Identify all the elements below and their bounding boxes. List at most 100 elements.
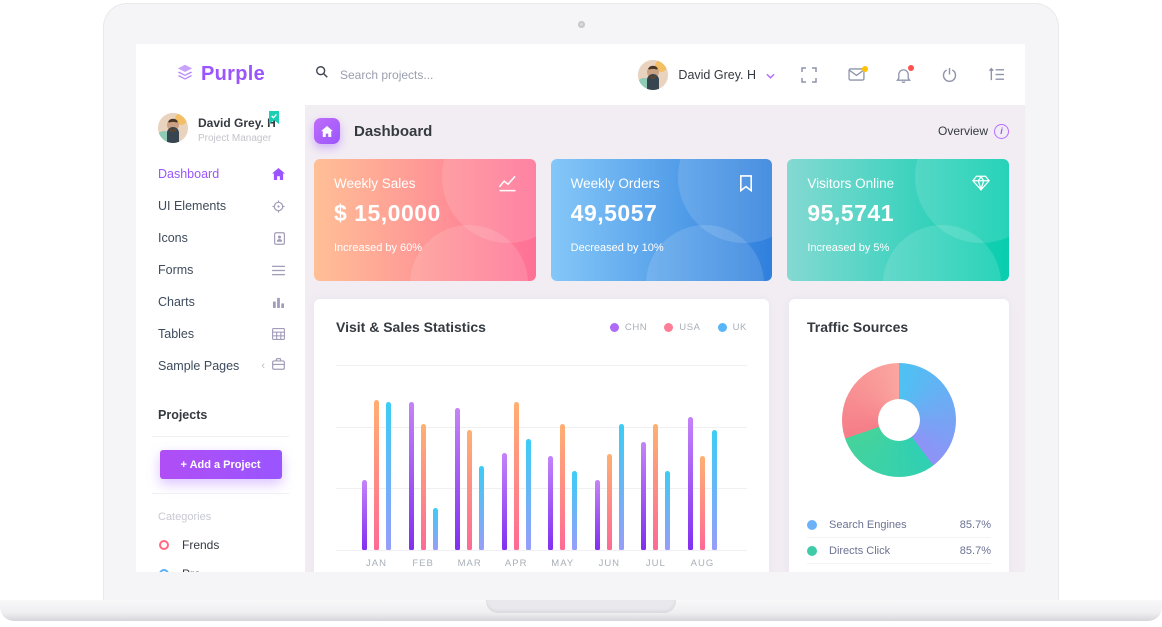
bell-notification-dot [908,64,914,71]
categories-section-label: Categories [158,511,212,523]
top-navbar: Purple [136,44,1025,105]
mail-notification-dot [862,66,868,72]
bar-chn-may [548,455,554,550]
sidebar-profile[interactable]: David Grey. H Project Manager [136,105,305,144]
card-weekly-sales[interactable]: Weekly Sales $ 15,0000 Increased by 60% [314,159,536,281]
chart-line-icon [498,175,517,197]
bar-uk-jun [618,424,624,550]
bar-groups: JAN FEB MAR APR MAY JUN JUL AUG [362,365,717,569]
bar-chart-plot: JAN FEB MAR APR MAY JUN JUL AUG [336,365,747,569]
donut-chart [842,363,956,477]
diamond-icon [972,175,990,196]
x-axis-label: FEB [412,558,434,569]
legend-dot [609,322,619,332]
category-dot [159,569,169,572]
bar-chart-icon [272,296,285,308]
app-screen: Purple [136,44,1025,572]
card-value: 95,5741 [807,200,894,226]
bar-usa-apr [513,401,519,550]
bar-group-aug: AUG [687,365,717,569]
bar-uk-aug [711,430,717,550]
avatar [638,59,669,90]
user-name: David Grey. H [678,67,756,82]
user-menu[interactable]: David Grey. H [638,59,775,90]
x-axis-label: JAN [366,558,387,569]
bar-chn-jan [362,479,367,550]
gridline [336,426,747,428]
list-lines-icon [272,265,285,276]
category-item-frends[interactable]: Frends [159,538,305,552]
contact-badge-icon [274,231,285,245]
navbar-icon-group [801,64,1005,83]
table-grid-icon [272,328,285,340]
sidebar-item-dashboard[interactable]: Dashboard [136,158,305,190]
legend-item-usa: USA [664,322,700,333]
panels-row: Visit & Sales Statistics CHN USA [314,299,1009,572]
chart-title: Visit & Sales Statistics [336,319,486,335]
info-icon: i [994,123,1009,139]
search-box[interactable] [315,65,490,84]
add-project-button[interactable]: + Add a Project [159,450,282,479]
sidebar-item-icons[interactable]: Icons [136,222,305,254]
legend-dot [807,545,817,556]
bar-group-jul: JUL [641,365,671,569]
chevron-left-icon: ‹ [261,360,265,372]
bar-uk-mar [479,466,485,550]
bar-group-feb: FEB [408,365,438,569]
card-title: Weekly Sales [334,176,416,191]
crosshair-icon [272,199,285,213]
card-visitors-online[interactable]: Visitors Online 95,5741 Increased by 5% [787,159,1010,281]
x-axis-label: MAR [457,558,482,569]
brand-logo[interactable]: Purple [136,63,305,86]
overview-control[interactable]: Overview i [937,123,1009,139]
profile-name: David Grey. H [198,116,276,130]
visit-sales-panel: Visit & Sales Statistics CHN USA [314,299,769,572]
divider [152,436,289,437]
bar-group-apr: APR [501,365,531,569]
fullscreen-icon[interactable] [801,66,817,83]
sidebar-item-tables[interactable]: Tables [136,318,305,350]
x-axis-label: JUN [598,558,621,569]
gridline [336,488,747,490]
mail-icon[interactable] [848,66,868,81]
sidebar: David Grey. H Project Manager Das [136,105,305,572]
sidebar-nav: Dashboard UI Elements [136,158,305,382]
bar-usa-mar [467,430,473,550]
bar-uk-apr [525,439,531,550]
sidebar-item-forms[interactable]: Forms [136,254,305,286]
overview-label: Overview [937,124,988,138]
search-input[interactable] [340,67,490,82]
search-icon [315,65,329,84]
bar-usa-jul [653,424,659,550]
chart-title: Traffic Sources [807,319,909,335]
logo-text: Purple [200,63,266,85]
bookmark-check-icon [269,111,279,129]
bar-group-jan: JAN [362,365,391,569]
main-content: Dashboard Overview i Weekly Sales $ 15,0… [305,105,1025,572]
avatar [158,113,188,143]
donut-hole [878,399,920,441]
layers-icon [176,63,194,86]
bar-usa-may [560,424,566,550]
bar-group-mar: MAR [455,365,485,569]
stat-cards-row: Weekly Sales $ 15,0000 Increased by 60% [314,159,1010,281]
home-icon [314,118,340,144]
power-icon[interactable] [942,67,957,83]
line-spacing-icon[interactable] [988,67,1005,82]
page-title: Dashboard [354,122,433,140]
x-axis-label: MAY [551,558,575,569]
legend-row-search-engines: Search Engines 85.7% [807,512,991,538]
legend-item-chn: CHN [609,322,647,333]
sidebar-item-charts[interactable]: Charts [136,286,305,318]
legend-row-bookmarks-click: Bookmarks Click 14.9 [807,564,991,572]
bar-chn-feb [408,401,414,550]
traffic-sources-panel: Traffic Sources Search Engines 85. [789,299,1009,572]
card-weekly-orders[interactable]: Weekly Orders 49,5057 Decreased by 10% [550,159,773,281]
sidebar-item-ui-elements[interactable]: UI Elements [136,190,305,222]
bell-icon[interactable] [896,64,914,83]
category-item-pro[interactable]: Pro [159,567,305,572]
x-axis-label: AUG [690,558,715,569]
sidebar-item-sample-pages[interactable]: Sample Pages ‹ [136,350,305,382]
divider [152,493,289,494]
